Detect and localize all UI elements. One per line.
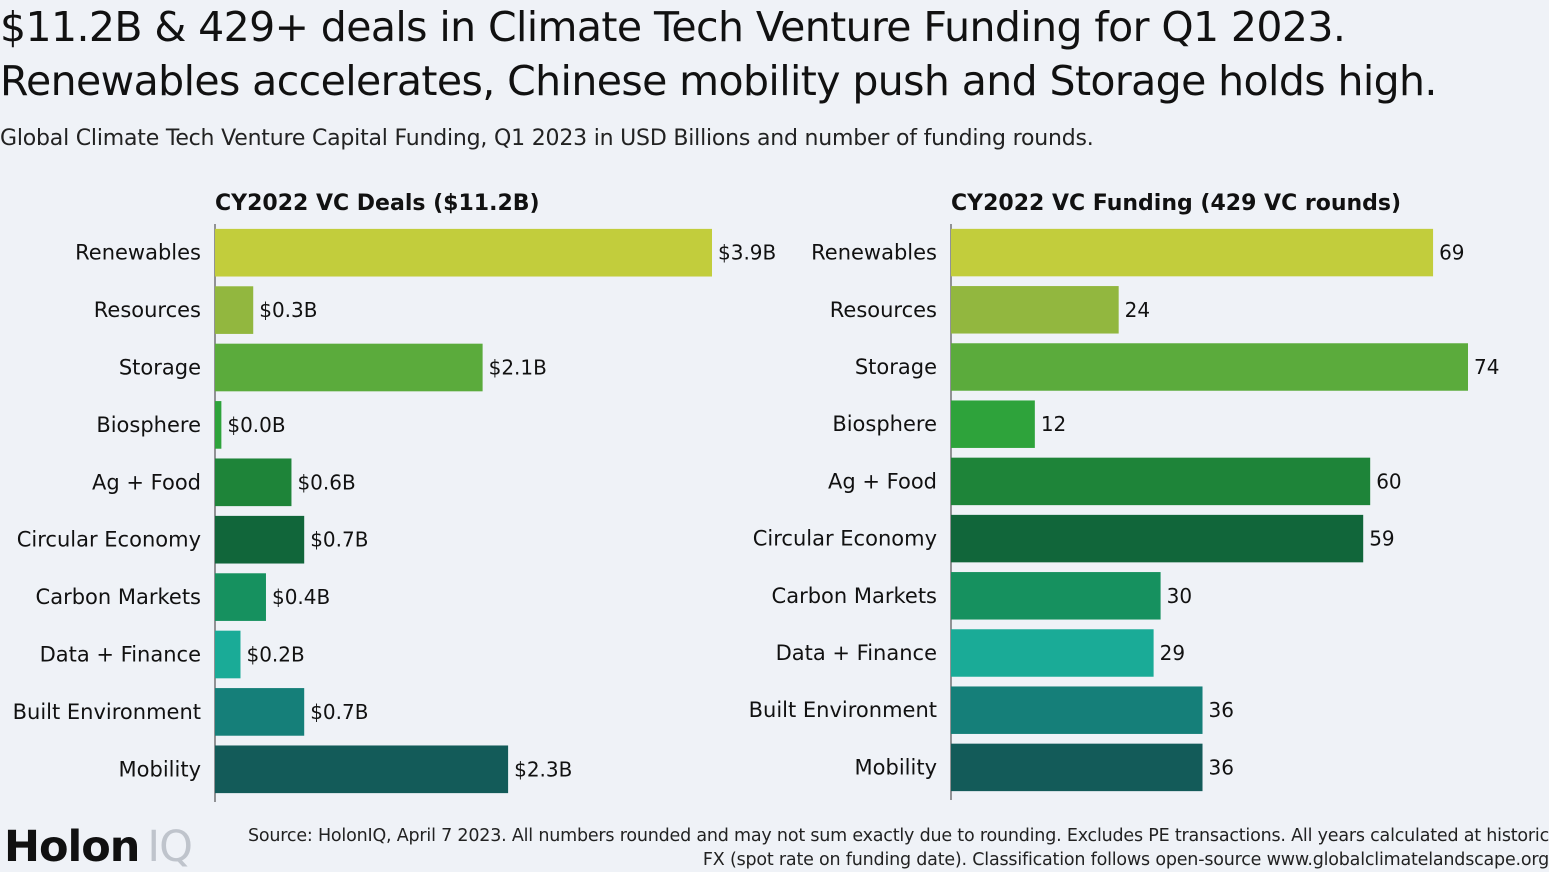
value-label-mobility: $2.3B: [514, 757, 572, 781]
bar-built-environment: [215, 688, 305, 736]
category-label-renewables: Renewables: [75, 241, 201, 265]
category-label-data-finance: Data + Finance: [40, 643, 201, 667]
value-label-storage: $2.1B: [489, 356, 547, 380]
page-subtitle: Global Climate Tech Venture Capital Fund…: [0, 126, 1094, 151]
bar-storage: [951, 343, 1468, 391]
logo-text: Holon: [4, 822, 140, 872]
category-label-carbon-markets: Carbon Markets: [36, 585, 201, 609]
category-label-ag-food: Ag + Food: [828, 469, 937, 493]
value-label-circular-economy: $0.7B: [310, 528, 368, 552]
value-label-carbon-markets: $0.4B: [272, 585, 330, 609]
category-label-resources: Resources: [94, 298, 201, 322]
category-label-built-environment: Built Environment: [749, 698, 937, 722]
category-label-carbon-markets: Carbon Markets: [772, 584, 937, 608]
page-title: $11.2B & 429+ deals in Climate Tech Vent…: [0, 0, 1549, 108]
bar-data-finance: [215, 630, 241, 679]
value-label-carbon-markets: 30: [1167, 584, 1192, 608]
bar-renewables: [215, 228, 712, 277]
category-label-renewables: Renewables: [811, 241, 937, 265]
source-note: Source: HolonIQ, April 7 2023. All numbe…: [189, 824, 1549, 872]
value-label-storage: 74: [1474, 355, 1499, 379]
category-label-built-environment: Built Environment: [13, 700, 201, 724]
holoniq-logo: Holon IQ: [4, 822, 193, 872]
bar-renewables: [951, 228, 1434, 277]
bar-resources: [215, 286, 254, 334]
category-label-ag-food: Ag + Food: [92, 470, 201, 494]
bar-carbon-markets: [215, 573, 266, 621]
value-label-ag-food: $0.6B: [297, 470, 355, 494]
value-label-resources: $0.3B: [259, 298, 317, 322]
bar-circular-economy: [951, 514, 1364, 563]
category-label-biosphere: Biosphere: [96, 413, 201, 437]
category-label-circular-economy: Circular Economy: [17, 528, 201, 552]
category-label-mobility: Mobility: [855, 755, 937, 779]
bar-mobility: [215, 745, 509, 794]
value-label-mobility: 36: [1209, 755, 1234, 779]
title-line-2: Renewables accelerates, Chinese mobility…: [0, 57, 1437, 105]
bar-ag-food: [951, 457, 1371, 506]
title-line-1: $11.2B & 429+ deals in Climate Tech Vent…: [0, 3, 1346, 51]
value-label-ag-food: 60: [1376, 469, 1401, 493]
bar-biosphere: [215, 401, 222, 449]
value-label-data-finance: $0.2B: [246, 643, 304, 667]
value-label-built-environment: 36: [1209, 698, 1234, 722]
category-label-mobility: Mobility: [119, 757, 201, 781]
value-label-biosphere: 12: [1041, 412, 1066, 436]
bar-storage: [215, 343, 483, 392]
category-label-biosphere: Biosphere: [832, 412, 937, 436]
category-label-circular-economy: Circular Economy: [753, 527, 937, 551]
category-label-storage: Storage: [119, 356, 201, 380]
bar-built-environment: [951, 686, 1203, 734]
category-label-storage: Storage: [855, 355, 937, 379]
bar-circular-economy: [215, 515, 305, 564]
value-label-data-finance: 29: [1160, 641, 1185, 665]
source-line-1: Source: HolonIQ, April 7 2023. All numbe…: [248, 826, 1549, 846]
value-label-renewables: 69: [1439, 241, 1464, 265]
category-label-data-finance: Data + Finance: [776, 641, 937, 665]
value-label-biosphere: $0.0B: [227, 413, 285, 437]
bar-data-finance: [951, 629, 1154, 677]
bar-ag-food: [215, 458, 292, 507]
logo-accent: IQ: [147, 822, 193, 872]
bar-biosphere: [951, 400, 1035, 448]
value-label-renewables: $3.9B: [718, 241, 776, 265]
value-label-built-environment: $0.7B: [310, 700, 368, 724]
category-label-resources: Resources: [830, 298, 937, 322]
value-label-resources: 24: [1125, 298, 1150, 322]
bar-carbon-markets: [951, 572, 1161, 620]
deals-chart: CY2022 VC Deals ($11.2B) Renewables $3.9B R…: [13, 191, 776, 802]
bar-resources: [951, 286, 1119, 334]
value-label-circular-economy: 59: [1369, 527, 1394, 551]
chart-title: CY2022 VC Funding (429 VC rounds): [951, 191, 1401, 216]
chart-title: CY2022 VC Deals ($11.2B): [215, 191, 540, 216]
funding-chart: CY2022 VC Funding (429 VC rounds) Renewab…: [749, 191, 1499, 800]
source-line-2: FX (spot rate on funding date). Classifi…: [702, 850, 1549, 870]
bar-mobility: [951, 743, 1203, 792]
